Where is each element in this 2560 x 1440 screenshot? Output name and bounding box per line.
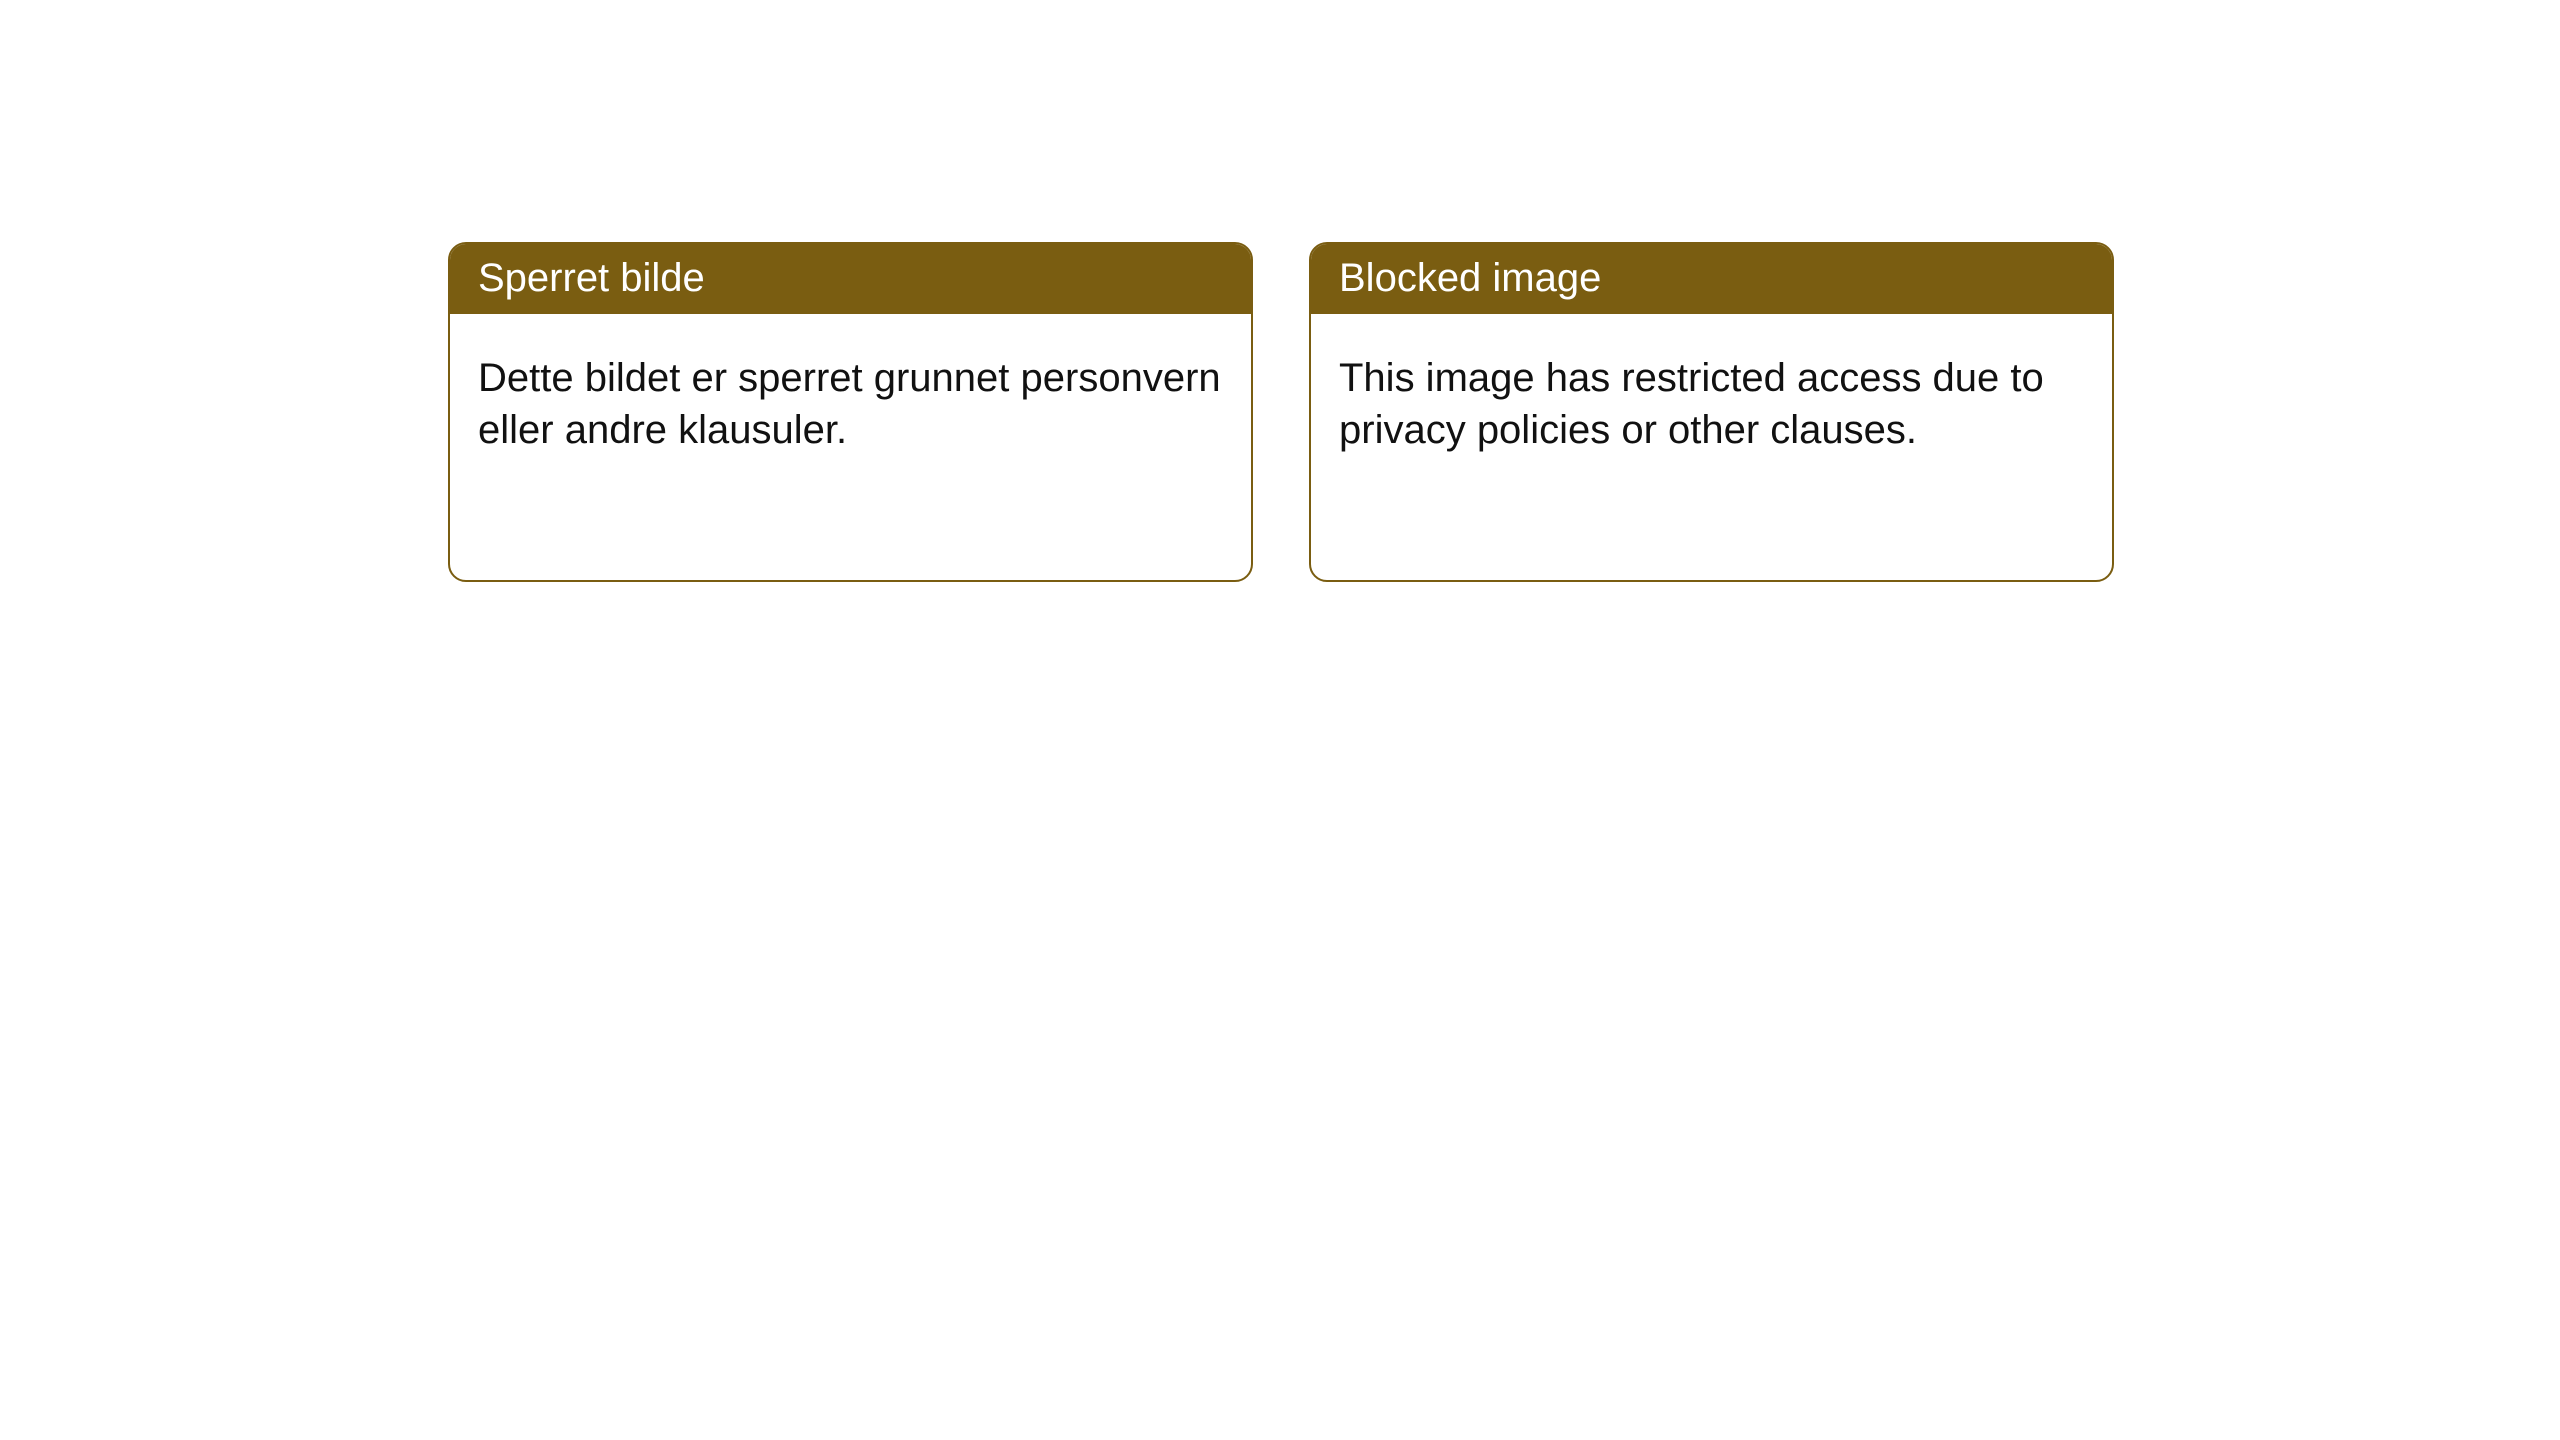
notice-body-no: Dette bildet er sperret grunnet personve… xyxy=(450,314,1251,484)
blocked-image-notice-en: Blocked image This image has restricted … xyxy=(1309,242,2114,582)
blocked-image-notice-no: Sperret bilde Dette bildet er sperret gr… xyxy=(448,242,1253,582)
notice-title-en: Blocked image xyxy=(1311,244,2112,314)
notice-title-no: Sperret bilde xyxy=(450,244,1251,314)
notice-container: Sperret bilde Dette bildet er sperret gr… xyxy=(0,0,2560,582)
notice-body-en: This image has restricted access due to … xyxy=(1311,314,2112,484)
